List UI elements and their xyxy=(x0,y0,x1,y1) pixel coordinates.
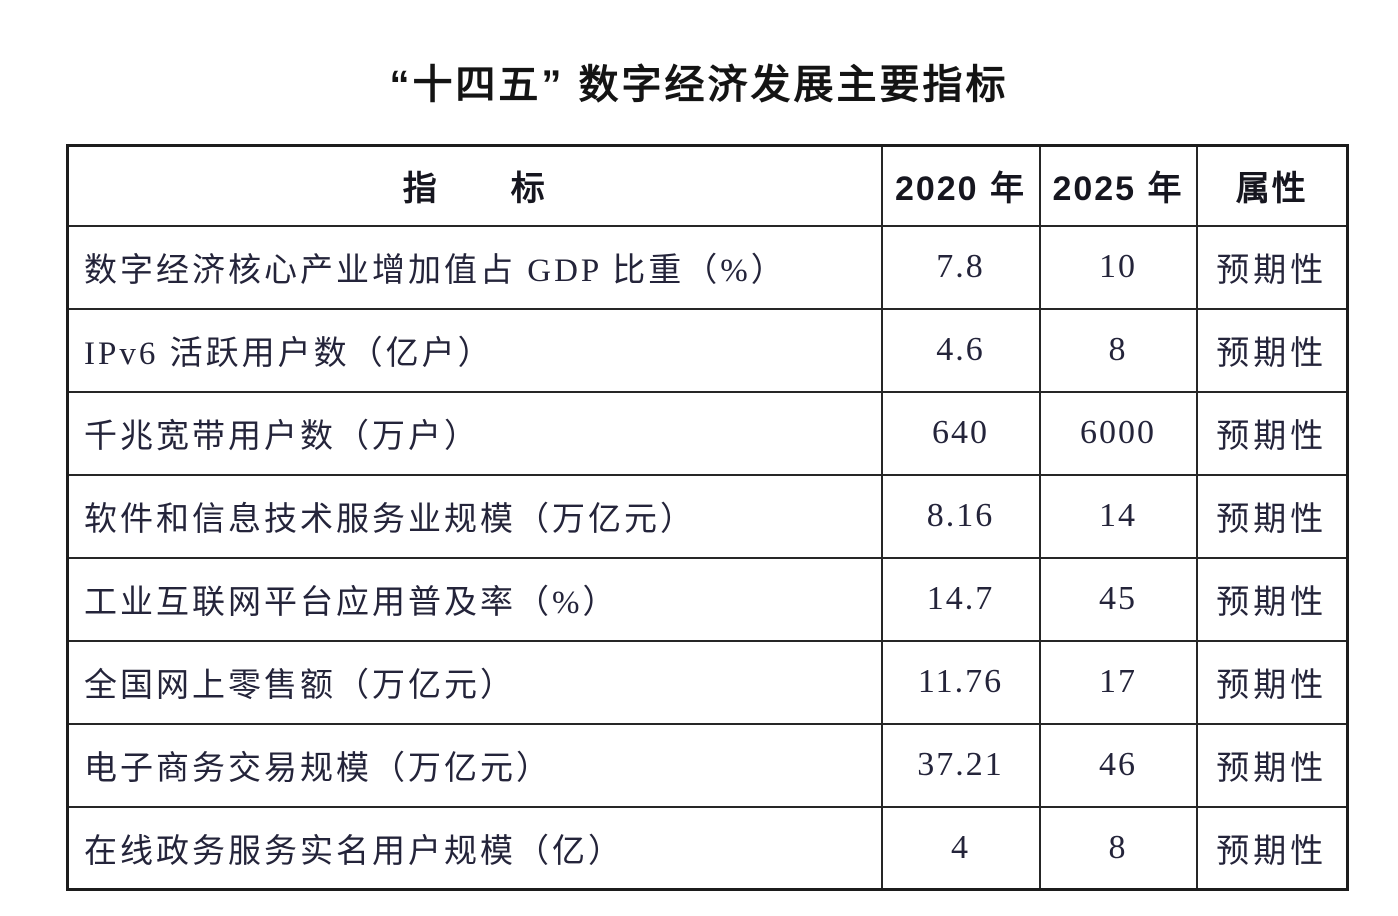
table-row: 工业互联网平台应用普及率（%） 14.7 45 预期性 xyxy=(66,556,1349,642)
attribute-value: 预期性 xyxy=(1195,390,1349,476)
value-2020: 4.6 xyxy=(880,307,1041,393)
value-2020: 8.16 xyxy=(880,473,1041,559)
value-2020: 4 xyxy=(880,805,1041,891)
value-2020: 11.76 xyxy=(880,639,1041,725)
value-2025: 17 xyxy=(1038,639,1198,725)
attribute-value: 预期性 xyxy=(1195,722,1349,808)
page-title: “十四五” 数字经济发展主要指标 xyxy=(389,63,1009,107)
value-2020: 14.7 xyxy=(880,556,1041,642)
indicator-label: 软件和信息技术服务业规模（万亿元） xyxy=(66,473,883,559)
table-row: 在线政务服务实名用户规模（亿） 4 8 预期性 xyxy=(66,805,1349,891)
value-2025: 10 xyxy=(1038,224,1198,310)
table-row: 数字经济核心产业增加值占 GDP 比重（%） 7.8 10 预期性 xyxy=(66,224,1349,310)
indicator-label: 电子商务交易规模（万亿元） xyxy=(66,722,883,808)
indicator-label: 全国网上零售额（万亿元） xyxy=(66,639,883,725)
table-row: 千兆宽带用户数（万户） 640 6000 预期性 xyxy=(66,390,1349,476)
indicator-label: 千兆宽带用户数（万户） xyxy=(66,390,883,476)
header-2020: 2020 年 xyxy=(880,144,1041,227)
value-2020: 7.8 xyxy=(880,224,1041,310)
table-row: 全国网上零售额（万亿元） 11.76 17 预期性 xyxy=(66,639,1349,725)
value-2020: 640 xyxy=(880,390,1041,476)
attribute-value: 预期性 xyxy=(1195,556,1349,642)
value-2025: 45 xyxy=(1038,556,1198,642)
indicator-label: IPv6 活跃用户数（亿户） xyxy=(66,307,883,393)
attribute-value: 预期性 xyxy=(1195,805,1349,891)
table-row: 软件和信息技术服务业规模（万亿元） 8.16 14 预期性 xyxy=(66,473,1349,559)
value-2025: 6000 xyxy=(1038,390,1198,476)
value-2025: 8 xyxy=(1038,307,1198,393)
attribute-value: 预期性 xyxy=(1195,224,1349,310)
value-2025: 14 xyxy=(1038,473,1198,559)
indicator-label: 工业互联网平台应用普及率（%） xyxy=(66,556,883,642)
header-row: 指 标 2020 年 2025 年 属性 xyxy=(66,144,1349,227)
header-2025: 2025 年 xyxy=(1038,144,1198,227)
indicator-label: 在线政务服务实名用户规模（亿） xyxy=(66,805,883,891)
indicator-label: 数字经济核心产业增加值占 GDP 比重（%） xyxy=(66,224,883,310)
indicators-table: 指 标 2020 年 2025 年 属性 数字经济核心产业增加值占 GDP 比重… xyxy=(66,144,1349,891)
table-row: IPv6 活跃用户数（亿户） 4.6 8 预期性 xyxy=(66,307,1349,393)
header-attribute: 属性 xyxy=(1195,144,1349,227)
attribute-value: 预期性 xyxy=(1195,473,1349,559)
table-row: 电子商务交易规模（万亿元） 37.21 46 预期性 xyxy=(66,722,1349,808)
value-2025: 8 xyxy=(1038,805,1198,891)
header-indicator: 指 标 xyxy=(66,144,883,227)
attribute-value: 预期性 xyxy=(1195,307,1349,393)
attribute-value: 预期性 xyxy=(1195,639,1349,725)
value-2020: 37.21 xyxy=(880,722,1041,808)
value-2025: 46 xyxy=(1038,722,1198,808)
